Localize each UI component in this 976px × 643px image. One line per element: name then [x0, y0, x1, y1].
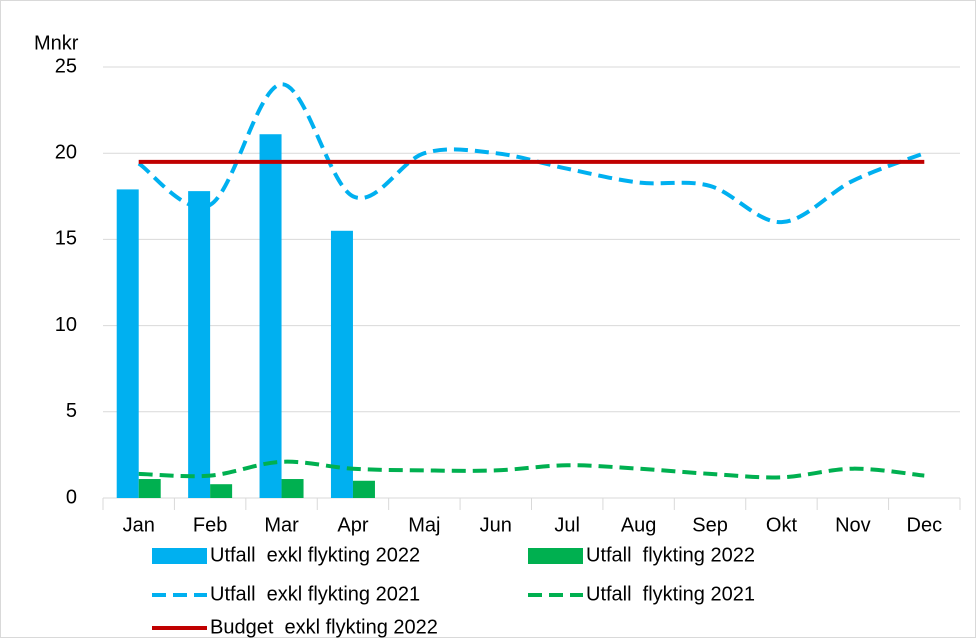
bar [188, 191, 211, 499]
y-tick-label: 0 [66, 486, 77, 508]
y-tick-label: 25 [55, 55, 77, 77]
x-tick-label: Mar [264, 514, 299, 536]
bar [330, 230, 353, 498]
x-tick-label: Nov [835, 514, 871, 536]
x-tick-label: Jun [480, 514, 512, 536]
x-tick-label: Apr [337, 514, 368, 536]
x-tick-label: Sep [692, 514, 728, 536]
legend-label: Utfall flykting 2022 [586, 544, 755, 566]
y-tick-label: 10 [55, 314, 77, 336]
legend-label: Budget exkl flykting 2022 [210, 616, 438, 638]
legend-label: Utfall exkl flykting 2022 [210, 544, 420, 566]
x-tick-label: Jan [123, 514, 155, 536]
x-tick-label: Feb [193, 514, 227, 536]
bar [352, 480, 375, 498]
y-axis-label: Mnkr [34, 32, 79, 54]
y-tick-label: 15 [55, 228, 77, 250]
x-tick-label: Jul [554, 514, 580, 536]
line [138, 459, 925, 480]
x-tick-label: Maj [408, 514, 440, 536]
x-tick-label: Okt [766, 514, 798, 536]
legend-swatch [528, 548, 583, 564]
y-tick-label: 5 [66, 400, 77, 422]
legend-swatch [152, 548, 207, 564]
y-tick-label: 20 [55, 141, 77, 163]
bar [210, 484, 233, 498]
line [137, 82, 926, 225]
x-tick-label: Dec [907, 514, 943, 536]
legend-label: Utfall flykting 2021 [586, 583, 755, 605]
bar [281, 479, 304, 498]
bar [138, 479, 161, 498]
bar [116, 189, 139, 499]
x-tick-label: Aug [621, 514, 657, 536]
legend-label: Utfall exkl flykting 2021 [210, 583, 420, 605]
bar [259, 134, 282, 498]
